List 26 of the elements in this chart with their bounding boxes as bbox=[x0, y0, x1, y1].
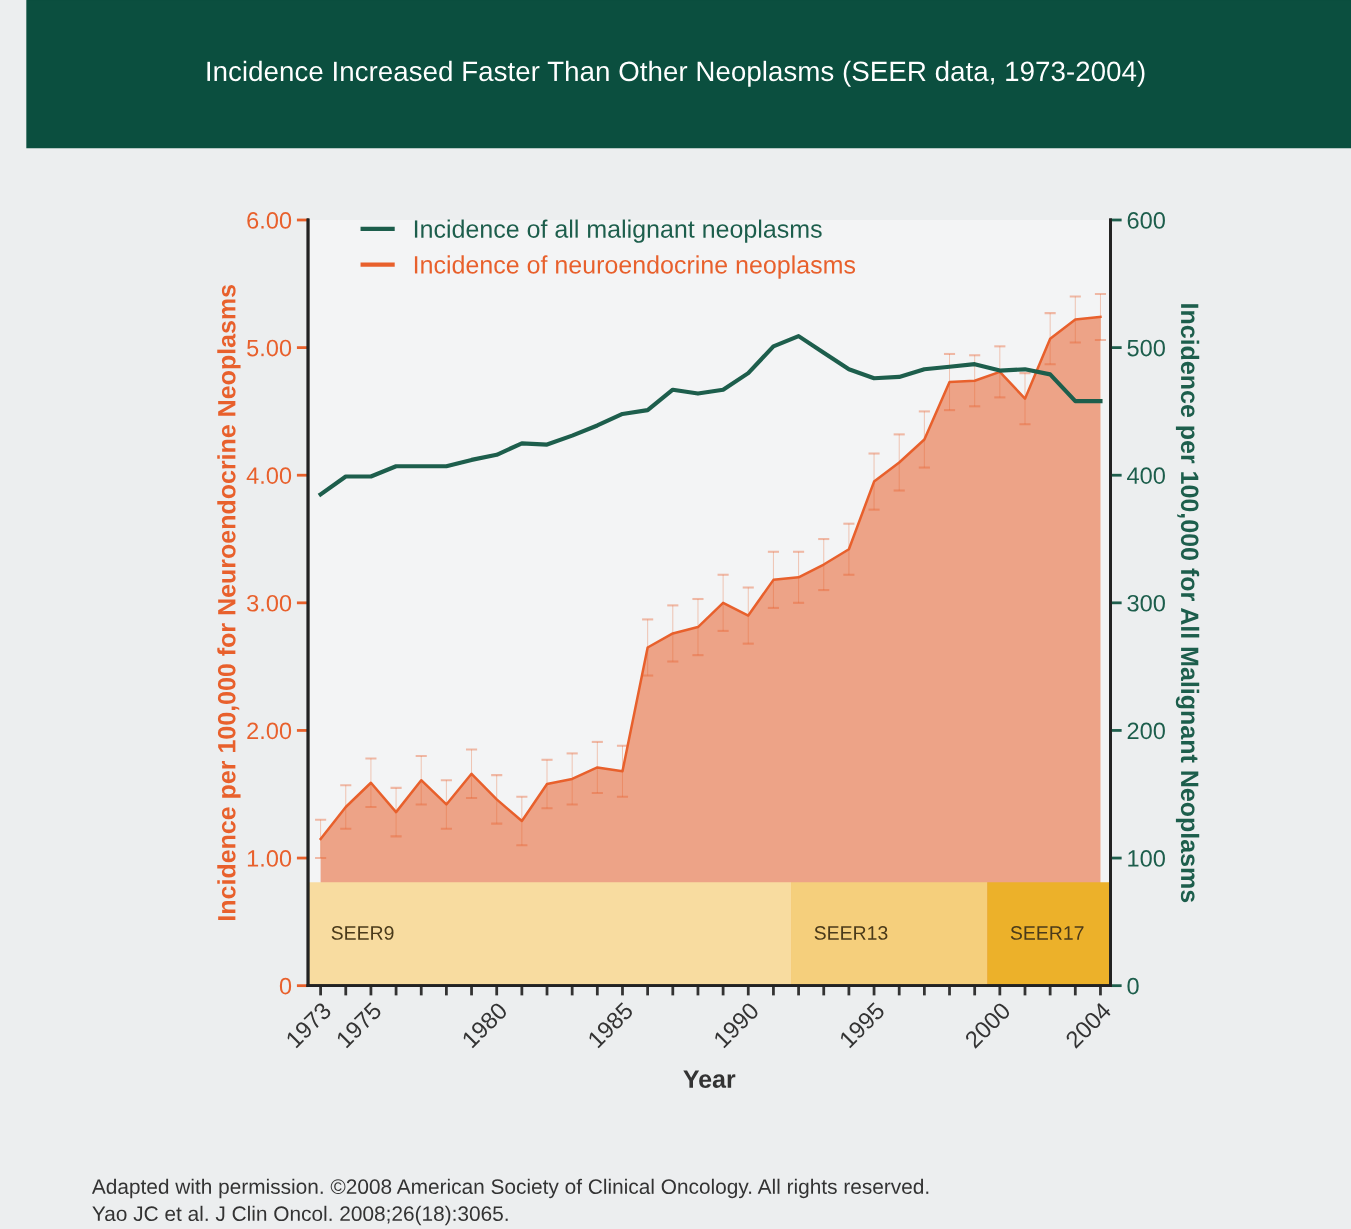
y-axis-title: Incidence per 100,000 for Neuroendocrine Neoplasms bbox=[217, 284, 241, 920]
y2-axis-title: Incidence per 100,000 for All Malignant Neoplasms bbox=[1175, 304, 1200, 903]
line-series bbox=[318, 334, 1103, 497]
y-tick-label: 0 bbox=[279, 977, 292, 995]
band-label: SEER13 bbox=[814, 926, 888, 940]
y-tick-label: 1.00 bbox=[247, 850, 292, 867]
band-label: SEER17 bbox=[1010, 926, 1084, 940]
legend-label: Incidence of all malignant neoplasms bbox=[414, 219, 822, 243]
chart-title: Incidence Increased Faster Than Other Neoplasms (SEER data, 1973-2004) bbox=[207, 60, 1145, 87]
y-tick-label: 3.00 bbox=[247, 594, 292, 612]
y2-tick-label: 600 bbox=[1127, 212, 1165, 229]
y2-tick-label: 200 bbox=[1127, 722, 1165, 740]
y-tick-label: 6.00 bbox=[247, 212, 292, 229]
y2-tick-label: 500 bbox=[1127, 339, 1165, 357]
x-axis-title: Year bbox=[683, 1070, 736, 1088]
y2-tick-label: 400 bbox=[1127, 467, 1165, 484]
y-tick-label: 2.00 bbox=[247, 722, 292, 740]
text: Adapted with permission. ©2008 American Society of Clinical Oncology. All rights reserved. bbox=[91, 1178, 929, 1199]
y-tick-label: 5.00 bbox=[247, 339, 292, 357]
y2-tick-label: 300 bbox=[1127, 594, 1165, 612]
text: Yao JC et al. J Clin Oncol. 2008;26(18):3065. bbox=[92, 1205, 508, 1226]
y-tick-label: 4.00 bbox=[246, 467, 292, 484]
band-label: SEER9 bbox=[331, 926, 394, 940]
y2-tick-label: 100 bbox=[1128, 850, 1165, 867]
y2-tick-label: 0 bbox=[1127, 977, 1139, 995]
legend-label: Incidence of neuroendocrine neoplasms bbox=[414, 255, 856, 279]
